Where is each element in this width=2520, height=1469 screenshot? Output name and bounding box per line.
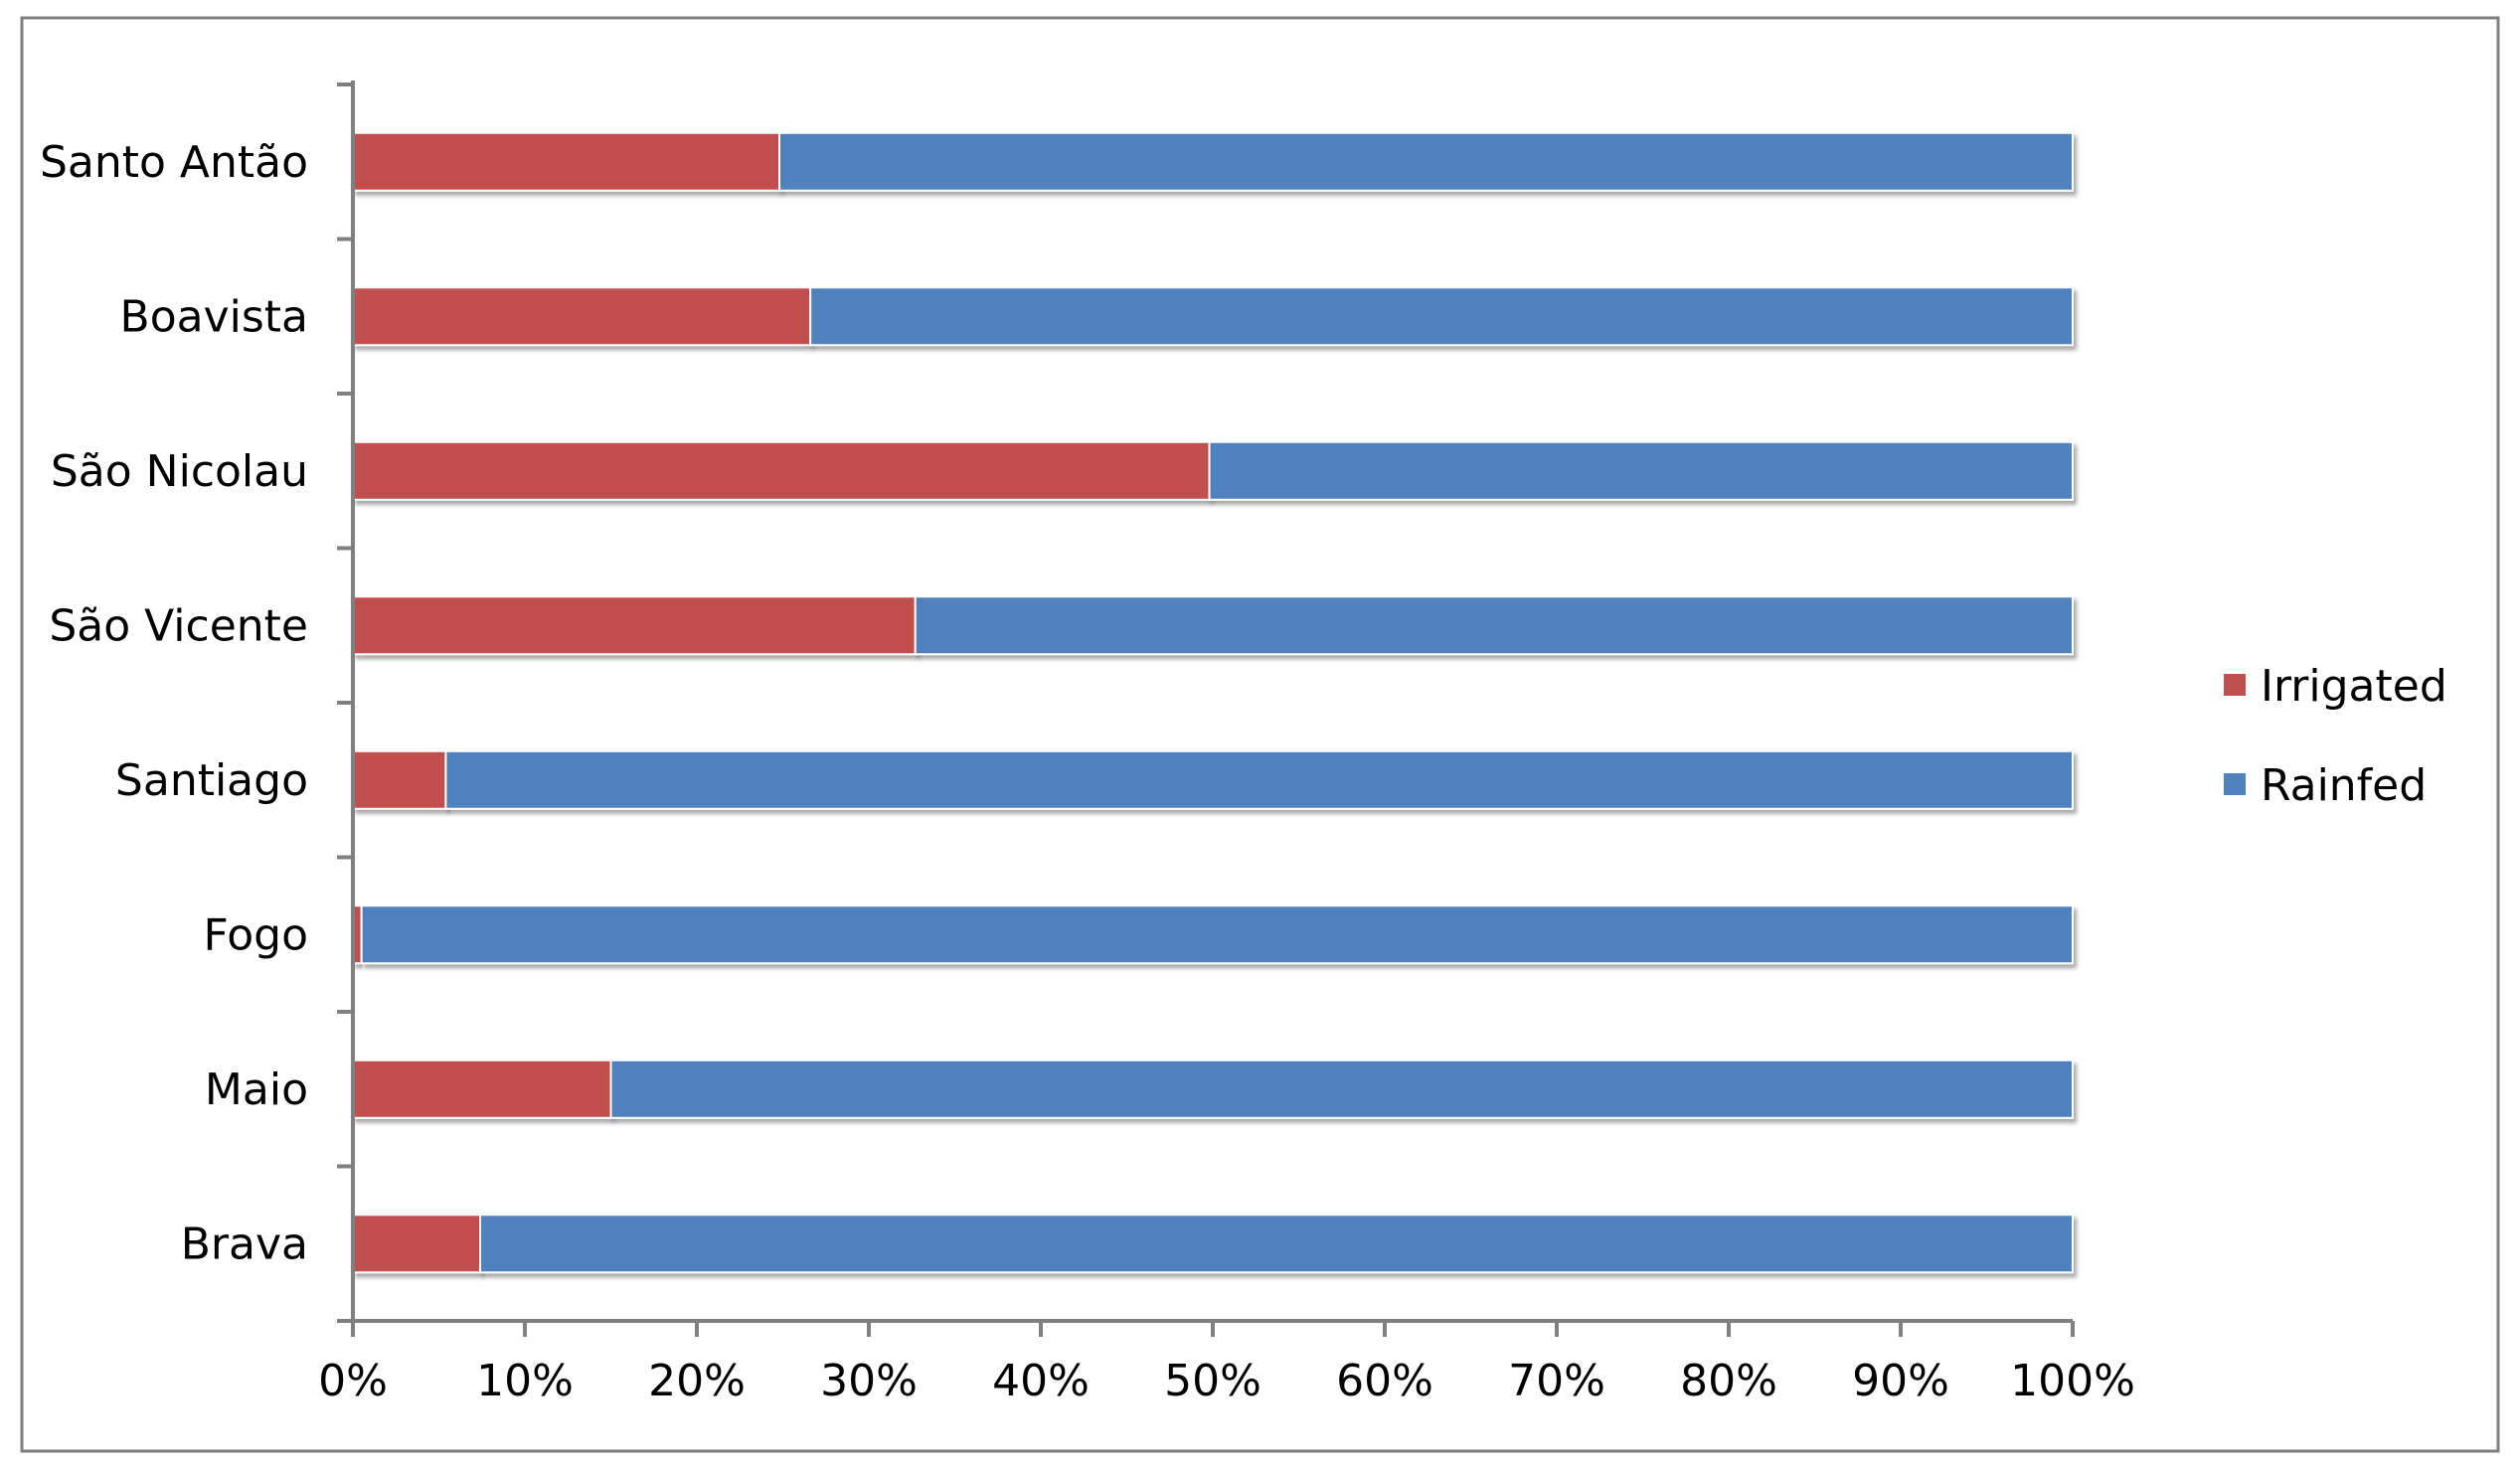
bar-maio-rainfed (609, 1059, 2074, 1119)
legend: Irrigated Rainfed (2224, 661, 2447, 811)
x-tick-label: 20% (648, 1356, 746, 1406)
bar-sao-nicolau-rainfed (1208, 440, 2075, 501)
x-tick-label: 100% (2010, 1356, 2135, 1406)
x-tick-label: 60% (1336, 1356, 1433, 1406)
bar-brava-rainfed (479, 1214, 2074, 1274)
legend-swatch-irrigated (2224, 674, 2246, 696)
bar-sao-vicente-irrigated (352, 595, 917, 656)
category-label-santiago: Santiago (115, 755, 308, 806)
legend-label-irrigated: Irrigated (2261, 661, 2447, 712)
x-tick-label: 10% (476, 1356, 574, 1406)
axes-layer (337, 81, 2075, 1337)
category-label-santo-antao: Santo Antão (40, 137, 308, 188)
bar-santo-antao-rainfed (778, 131, 2074, 192)
x-tick-labels: 0% 10% 20% 30% 40% 50% 60% 70% 80% 90% 100% (318, 1356, 2135, 1406)
bar-sao-vicente-rainfed (914, 595, 2075, 656)
category-label-boavista: Boavista (120, 291, 308, 342)
category-label-sao-nicolau: São Nicolau (51, 446, 308, 497)
chart-border (20, 16, 2500, 1453)
legend-swatch-rainfed (2224, 773, 2246, 795)
x-tick-label: 80% (1680, 1356, 1777, 1406)
category-label-fogo: Fogo (203, 909, 308, 960)
bar-boavista-rainfed (809, 286, 2074, 347)
legend-label-rainfed: Rainfed (2261, 760, 2427, 811)
category-labels: Santo Antão Boavista São Nicolau São Vicent… (40, 137, 308, 1270)
bar-brava-irrigated (352, 1214, 482, 1274)
x-tick-label: 50% (1164, 1356, 1261, 1406)
x-tick-label: 70% (1508, 1356, 1605, 1406)
category-label-maio: Maio (205, 1064, 308, 1115)
x-tick-label: 30% (820, 1356, 918, 1406)
bar-fogo-rainfed (360, 904, 2074, 965)
x-tick-label: 0% (318, 1356, 388, 1406)
bar-maio-irrigated (352, 1059, 612, 1119)
category-label-sao-vicente: São Vicente (49, 600, 308, 651)
bar-sao-nicolau-irrigated (352, 440, 1211, 501)
bar-santiago-irrigated (352, 749, 447, 810)
x-tick-label: 40% (992, 1356, 1090, 1406)
category-label-brava: Brava (181, 1219, 308, 1269)
bar-boavista-irrigated (352, 286, 812, 347)
bar-santiago-rainfed (444, 749, 2074, 810)
bar-santo-antao-irrigated (352, 131, 781, 192)
bars-layer (352, 131, 2075, 1274)
x-tick-label: 90% (1852, 1356, 1949, 1406)
